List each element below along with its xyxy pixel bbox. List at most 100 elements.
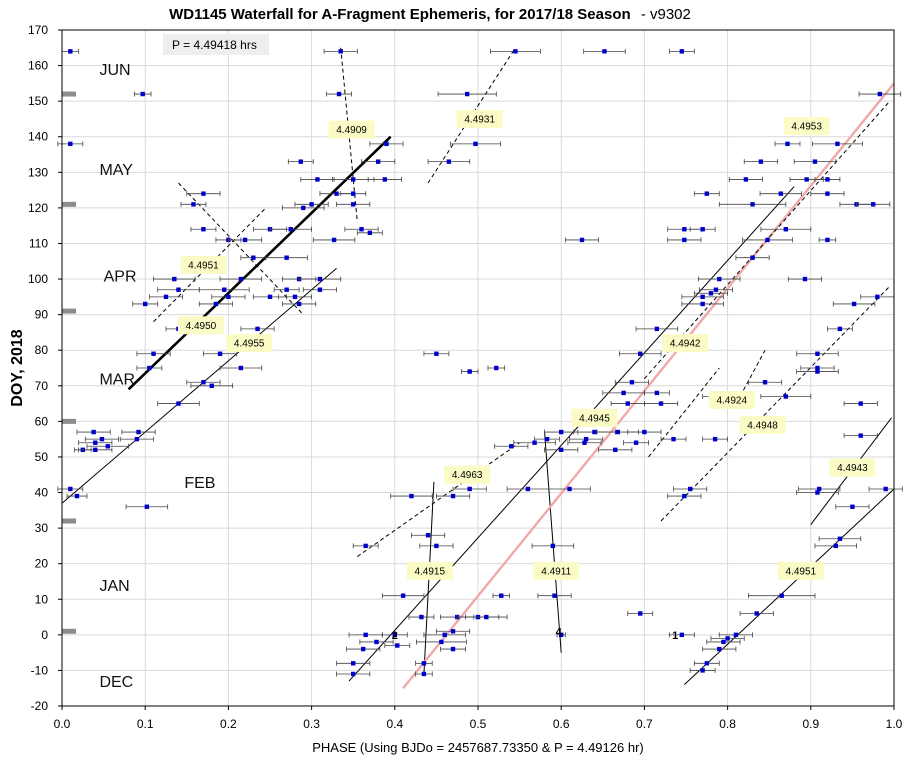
point-marker — [499, 593, 504, 598]
data-point — [635, 326, 679, 332]
data-point — [282, 301, 317, 307]
point-marker — [875, 294, 880, 300]
point-marker — [733, 632, 739, 638]
period-label: 4.4924 — [708, 391, 755, 410]
data-point — [367, 176, 402, 182]
point-marker — [682, 493, 687, 499]
data-point — [743, 159, 778, 165]
data-point — [148, 294, 184, 300]
x-tick-label: 0.4 — [386, 717, 403, 731]
point-marker — [375, 159, 381, 164]
y-tick-label: 170 — [28, 23, 48, 37]
y-tick-label: 30 — [35, 521, 49, 535]
data-point — [390, 493, 433, 499]
trend-line — [178, 182, 304, 315]
point-marker — [762, 380, 768, 385]
point-marker — [217, 351, 223, 356]
point-marker — [750, 202, 755, 207]
trend-line — [683, 488, 895, 686]
data-point — [273, 287, 300, 293]
data-point — [282, 205, 325, 211]
point-marker — [434, 543, 439, 549]
point-marker — [552, 593, 557, 598]
point-marker — [473, 141, 478, 147]
data-point — [667, 493, 702, 499]
data-point — [718, 632, 753, 638]
point-marker — [143, 301, 148, 307]
point-marker — [334, 191, 339, 196]
data-point — [198, 287, 250, 293]
month-label: MAY — [99, 162, 133, 179]
point-marker — [615, 429, 620, 435]
data-point — [352, 543, 379, 549]
data-point — [569, 436, 604, 442]
data-point — [619, 351, 662, 357]
data-point — [748, 593, 816, 599]
y-tick-label: 130 — [28, 165, 48, 179]
point-marker — [638, 351, 643, 356]
point-marker — [209, 383, 214, 388]
data-point — [531, 543, 575, 549]
point-marker — [395, 643, 400, 648]
point-marker — [144, 504, 150, 509]
point-marker — [721, 639, 726, 645]
data-point — [567, 440, 602, 446]
data-points — [57, 48, 903, 677]
point-marker — [93, 447, 98, 453]
y-tick-label: 10 — [35, 592, 49, 606]
data-point — [693, 191, 720, 197]
point-marker — [883, 486, 888, 492]
data-point — [411, 532, 446, 538]
point-marker — [226, 294, 231, 300]
point-marker — [532, 440, 537, 445]
data-point — [346, 646, 381, 652]
data-point — [66, 493, 88, 499]
data-point — [219, 365, 263, 371]
data-point — [86, 443, 129, 449]
point-marker — [654, 390, 660, 396]
fragment-labels: 2 4 1 — [392, 626, 679, 642]
data-point — [157, 401, 200, 407]
y-tick-label: 110 — [29, 236, 48, 250]
point-marker — [754, 611, 759, 616]
point-marker — [382, 177, 388, 182]
point-marker — [421, 661, 427, 666]
x-tick-label: 0.2 — [220, 717, 237, 731]
month-marker — [62, 308, 76, 314]
point-marker — [238, 276, 244, 282]
month-marker — [62, 201, 76, 207]
point-marker — [812, 159, 818, 164]
period-label-bg — [708, 391, 755, 410]
data-point — [211, 294, 246, 300]
point-marker — [136, 429, 141, 435]
point-marker — [351, 661, 356, 666]
point-marker — [559, 447, 564, 453]
data-point — [435, 493, 471, 499]
point-marker — [638, 611, 643, 616]
point-marker — [785, 141, 790, 147]
data-point — [787, 276, 823, 282]
data-point — [832, 301, 876, 307]
data-point — [814, 176, 841, 182]
point-marker — [658, 401, 664, 406]
point-marker — [679, 632, 685, 638]
data-point — [435, 628, 471, 634]
point-marker — [317, 276, 323, 282]
point-marker — [713, 287, 719, 292]
point-marker — [700, 227, 705, 232]
point-marker — [851, 301, 857, 307]
period-label: 4.4963 — [444, 465, 491, 484]
data-point — [415, 660, 433, 666]
data-point — [796, 369, 839, 375]
y-axis-ticks: -20 -10 0 10 20 30 40 50 60 70 80 90 100 110 120 130 140… — [28, 23, 62, 713]
period-label-bg — [533, 561, 580, 580]
point-marker — [837, 536, 843, 541]
point-marker — [583, 436, 589, 442]
point-marker — [151, 351, 156, 356]
point-marker — [858, 401, 863, 406]
point-marker — [176, 401, 181, 406]
period-label-text: 4.4963 — [452, 470, 483, 481]
trend-line — [127, 135, 392, 391]
data-point — [419, 543, 454, 549]
point-marker — [301, 205, 306, 211]
